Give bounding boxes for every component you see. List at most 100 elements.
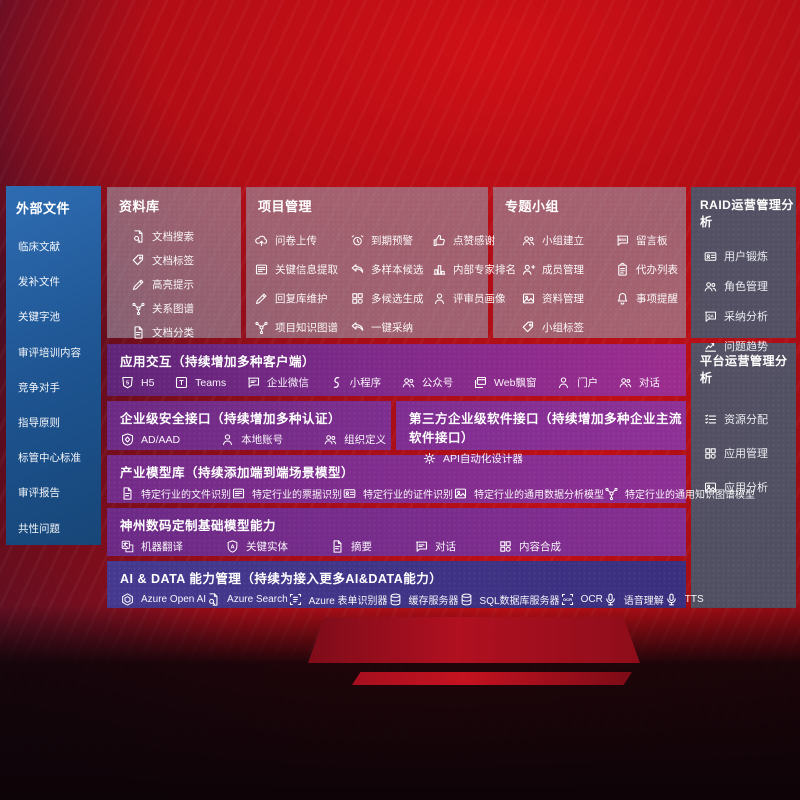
multi-sample-candidates-item[interactable]: 多样本候选	[350, 255, 432, 284]
competitors-item[interactable]: 竞争对手	[18, 370, 101, 405]
org-definition-item[interactable]: 组织定义	[323, 432, 386, 447]
chat-dialog-item[interactable]: 对话	[414, 539, 456, 554]
key-info-extraction-item[interactable]: 关键信息提取	[254, 255, 350, 284]
dialog-item[interactable]: 对话	[618, 375, 660, 390]
user-training-item[interactable]: 用户锻炼	[703, 241, 796, 271]
questionnaire-upload-item[interactable]: 问卷上传	[254, 226, 350, 255]
sql-database-server-item[interactable]: SQL数据库服务器	[459, 592, 560, 607]
resource-allocation-item[interactable]: 资源分配	[703, 402, 796, 436]
group-creation-item[interactable]: 小组建立	[521, 226, 615, 255]
center-standards-item[interactable]: 标管中心标准	[18, 440, 101, 475]
api-designer-item[interactable]: API自动化设计器	[422, 451, 523, 466]
event-reminder-item[interactable]: 事项提醒	[615, 284, 686, 313]
h5-item[interactable]: H5	[120, 375, 154, 390]
internal-expert-ranking-icon	[432, 262, 447, 277]
common-issues-item[interactable]: 共性问题	[18, 511, 101, 546]
issue-trends-item[interactable]: 问题趋势	[703, 331, 796, 361]
app-management-item[interactable]: 应用管理	[703, 436, 796, 470]
teams-item[interactable]: Teams	[174, 375, 226, 390]
band-title: 神州数码定制基础模型能力	[120, 519, 277, 533]
guiding-principles-item[interactable]: 指导原则	[18, 405, 101, 440]
due-warning-item[interactable]: 到期预警	[350, 226, 432, 255]
official-account-item[interactable]: 公众号	[401, 375, 453, 390]
item-label: 摘要	[351, 541, 372, 553]
supplement-files-item[interactable]: 发补文件	[18, 264, 101, 299]
doc-classification-icon	[131, 325, 146, 340]
ocr-item[interactable]: OCR	[560, 592, 603, 607]
speech-understanding-item[interactable]: 语音理解	[603, 592, 664, 607]
app-analysis-item[interactable]: 应用分析	[703, 470, 796, 504]
portal-item[interactable]: 门户	[556, 375, 598, 390]
multi-candidate-generation-item[interactable]: 多候选生成	[350, 284, 432, 313]
todo-list-item[interactable]: 代办列表	[615, 255, 686, 284]
local-account-item[interactable]: 本地账号	[220, 432, 283, 447]
like-thanks-item[interactable]: 点赞感谢	[432, 226, 516, 255]
item-label: 一键采纳	[371, 322, 413, 334]
review-training-content-item[interactable]: 审评培训内容	[18, 335, 101, 370]
member-management-item[interactable]: 成员管理	[521, 255, 615, 284]
internal-expert-ranking-item[interactable]: 内部专家排名	[432, 255, 516, 284]
library-items: 文档搜索 文档标签 高亮提示关系图谱文档分类	[131, 224, 241, 344]
item-label: 标管中心标准	[18, 452, 81, 465]
summary-item[interactable]: 摘要	[330, 539, 372, 554]
industry-data-analysis-model-item[interactable]: 特定行业的通用数据分析模型	[453, 486, 604, 501]
background-red-bar	[352, 672, 632, 685]
item-label: 资料管理	[542, 293, 584, 305]
reply-library-maintenance-item[interactable]: 回复库维护	[254, 284, 350, 313]
azure-search-item[interactable]: Azure Search	[206, 592, 288, 607]
doc-tags-item[interactable]: 文档标签	[131, 248, 241, 272]
band-title: 企业级安全接口（持续增加多种认证）	[120, 412, 342, 426]
ad-aad-item[interactable]: AD/AAD	[120, 432, 180, 447]
industry-file-recognition-item[interactable]: 特定行业的文件识别	[120, 486, 231, 501]
clinical-literature-item[interactable]: 临床文献	[18, 229, 101, 264]
item-label: 代办列表	[636, 264, 678, 276]
due-warning-icon	[350, 233, 365, 248]
adoption-analysis-item[interactable]: 采纳分析	[703, 301, 796, 331]
industry-cert-recognition-item[interactable]: 特定行业的证件识别	[342, 486, 453, 501]
project-knowledge-graph-item[interactable]: 项目知识图谱	[254, 313, 350, 342]
relation-graph-item[interactable]: 关系图谱	[131, 296, 241, 320]
multi-sample-candidates-icon	[350, 262, 365, 277]
cache-server-item[interactable]: 缓存服务器	[388, 592, 459, 607]
content-synthesis-item[interactable]: 内容合成	[498, 539, 561, 554]
tts-item[interactable]: TTS	[664, 592, 704, 607]
group-tags-item[interactable]: 小组标签	[521, 313, 615, 342]
item-label: 竞争对手	[18, 381, 60, 394]
item-label: 小组标签	[542, 322, 584, 334]
keyword-pool-item[interactable]: 关键字池	[18, 299, 101, 334]
item-label: 关系图谱	[152, 302, 194, 315]
reviewer-profile-item[interactable]: 评审员画像	[432, 284, 516, 313]
highlight-tips-item[interactable]: 高亮提示	[131, 272, 241, 296]
machine-translation-item[interactable]: 机器翻译	[120, 539, 183, 554]
item-label: 机器翻译	[141, 541, 183, 553]
item-label: 评审员画像	[453, 293, 506, 305]
reviewer-profile-icon	[432, 291, 447, 306]
web-popup-item[interactable]: Web飘窗	[473, 375, 536, 390]
material-management-item[interactable]: 资料管理	[521, 284, 615, 313]
content-synthesis-icon	[498, 539, 513, 554]
item-label: 审评培训内容	[18, 346, 81, 359]
app-interaction-band: 应用交互（持续增加多种客户端） H5 Teams 企业微信 小程序 公众号 Web飘窗 门户…	[107, 344, 686, 396]
item-label: 指导原则	[18, 417, 60, 430]
key-entities-item[interactable]: 关键实体	[225, 539, 288, 554]
message-board-item[interactable]: 留言板	[615, 226, 686, 255]
wechat-work-item[interactable]: 企业微信	[246, 375, 309, 390]
review-reports-item[interactable]: 审评报告	[18, 475, 101, 510]
item-label: 成员管理	[542, 264, 584, 276]
raid-items: 用户锻炼 角色管理 采纳分析 问题趋势	[703, 241, 796, 361]
adoption-analysis-icon	[703, 309, 718, 324]
doc-search-item[interactable]: 文档搜索	[131, 224, 241, 248]
one-click-adoption-item[interactable]: 一键采纳	[350, 313, 432, 342]
resource-allocation-icon	[703, 412, 718, 427]
azure-form-recognizer-item[interactable]: Azure 表单识别器	[288, 592, 388, 607]
azure-openai-item[interactable]: Azure Open AI	[120, 592, 206, 607]
item-label: 内容合成	[519, 541, 561, 553]
miniprogram-item[interactable]: 小程序	[329, 375, 381, 390]
item-label: 多样本候选	[371, 264, 424, 276]
industry-knowledge-graph-model-item[interactable]: 特定行业的通用知识图谱模型	[604, 486, 755, 501]
doc-classification-item[interactable]: 文档分类	[131, 320, 241, 344]
role-management-item[interactable]: 角色管理	[703, 271, 796, 301]
item-label: 关键信息提取	[275, 264, 338, 276]
industry-receipt-recognition-item[interactable]: 特定行业的票据识别	[231, 486, 342, 501]
item-label: 应用管理	[724, 448, 768, 460]
